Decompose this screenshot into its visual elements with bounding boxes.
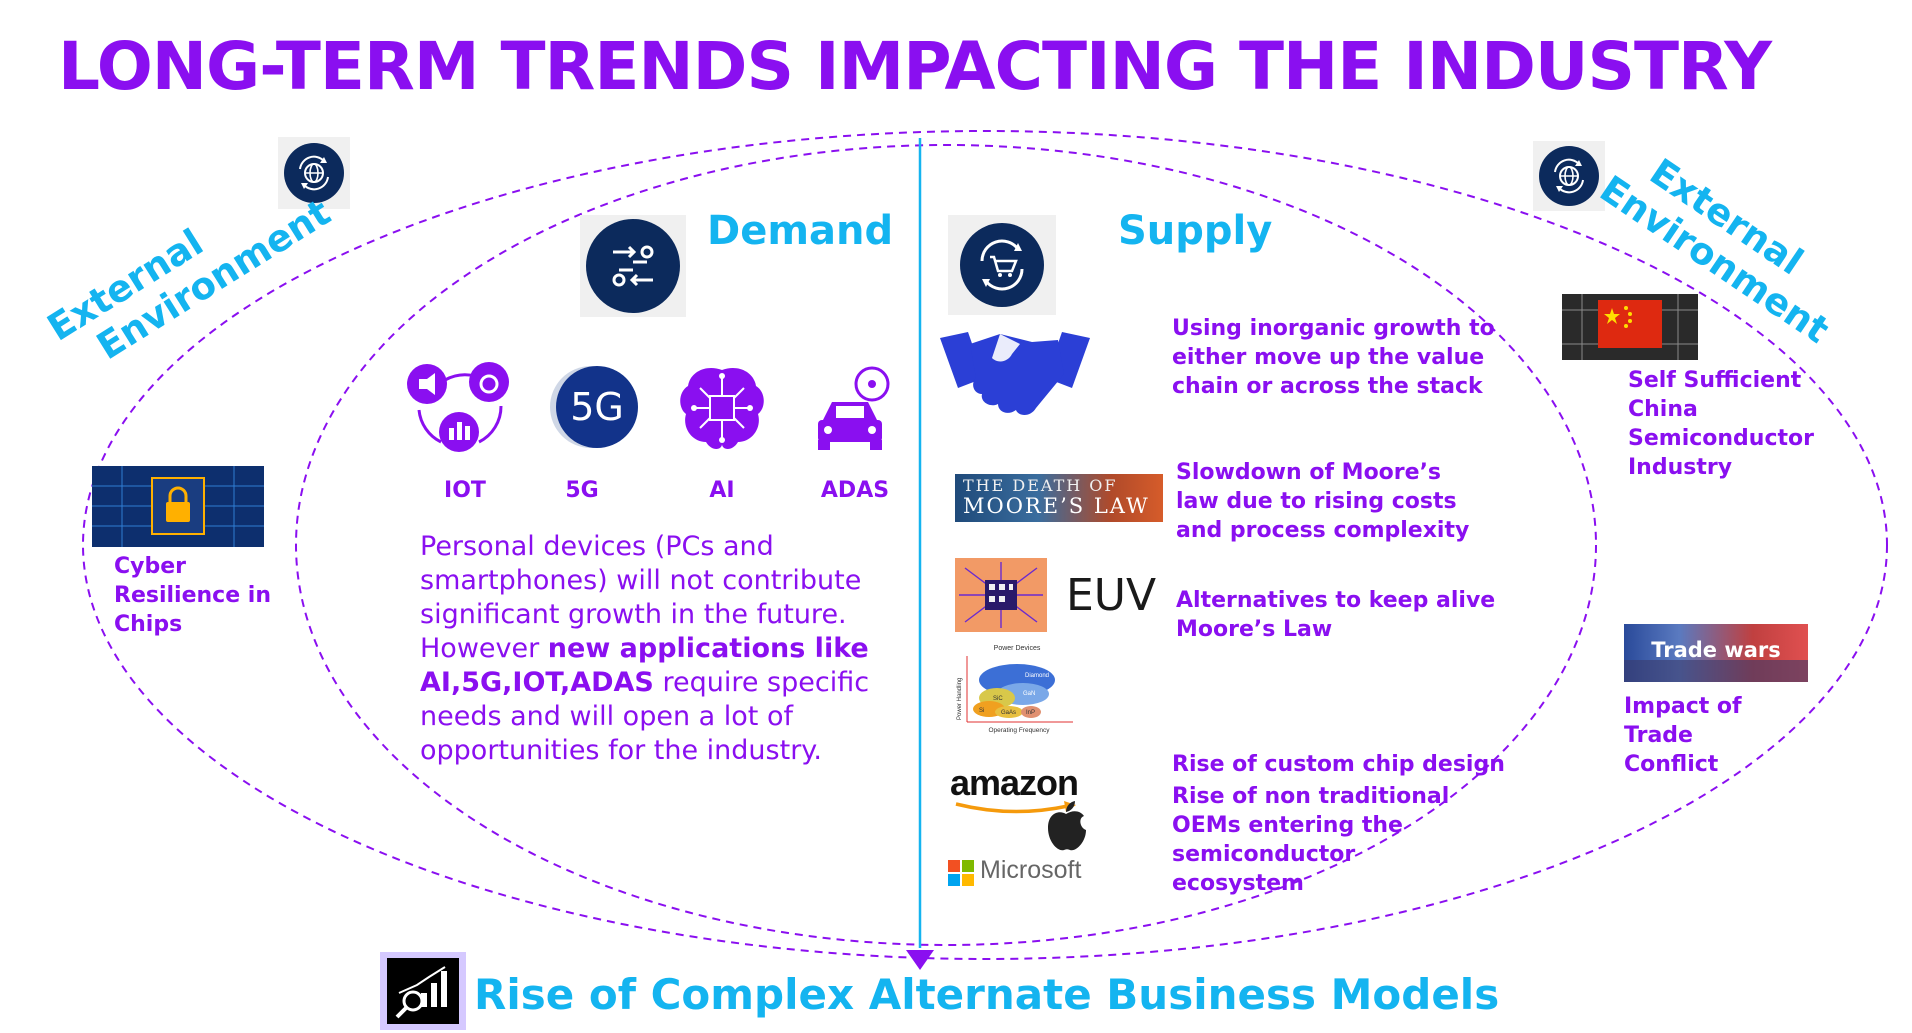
down-arrow: [906, 950, 934, 970]
microsoft-logo-icon: [948, 860, 974, 886]
analytics-badge: [380, 952, 466, 1030]
supply-item-custom-chip: Rise of custom chip design: [1172, 752, 1505, 777]
demand-paragraph-part2: require specific needs and will open a l…: [420, 667, 870, 766]
amazon-logo: amazon: [950, 762, 1079, 803]
tech-label-ai: AI: [709, 478, 735, 503]
death-of-moores-law-banner: THE DEATH OF MOORE’S LAW: [955, 474, 1163, 522]
materials-label-gan: GaN: [1023, 691, 1035, 697]
supply-item-inorganic: Using inorganic growth to either move up…: [1172, 316, 1495, 399]
demand-paragraph-bold: new applications like AI,5G,IOT,ADAS: [420, 633, 869, 698]
supply-item-moores-slowdown: Slowdown of Moore’s law due to rising co…: [1176, 460, 1470, 543]
tech-label-iot: IOT: [444, 478, 486, 503]
supply-item-non-traditional-oems: Rise of non traditional OEMs entering th…: [1172, 784, 1450, 896]
materials-label-sic: SiC: [993, 696, 1003, 702]
demand-heading: Demand: [707, 208, 894, 254]
demand-paragraph-part1: Personal devices (PCs and smartphones) w…: [420, 531, 862, 664]
supply-item-alternatives: Alternatives to keep alive Moore’s Law: [1176, 588, 1496, 642]
bottom-conclusion: Rise of Complex Alternate Business Model…: [474, 970, 1500, 1019]
trade-wars-image: Trade wars: [1624, 624, 1808, 682]
materials-label-inp: InP: [1026, 710, 1035, 716]
trade-conflict-label: Impact of Trade Conflict: [1624, 694, 1742, 777]
cart-cycle-icon: [960, 223, 1044, 307]
cyber-chip-image: [92, 466, 264, 547]
materials-chart-xlabel: Operating Frequency: [988, 727, 1050, 734]
globe-sync-icon: [1539, 146, 1599, 206]
globe-sync-badge-right: [1533, 141, 1605, 211]
materials-label-si: Si: [979, 708, 984, 714]
tech-label-adas: ADAS: [820, 478, 890, 503]
5g-icon-text: 5G: [570, 385, 624, 429]
euv-text: EUV: [1066, 570, 1157, 621]
outer-ellipse: [82, 130, 1888, 960]
supply-badge: [948, 215, 1056, 315]
materials-chart-title: Power Devices: [994, 645, 1041, 652]
euv-chip-image: [955, 558, 1047, 632]
demand-badge: [580, 215, 686, 317]
ai-brain-icon: [676, 362, 768, 454]
5g-icon: 5G: [548, 366, 642, 452]
apple-logo-icon: [1044, 800, 1088, 854]
tech-label-5g: 5G: [565, 478, 599, 503]
iot-icon: [405, 362, 511, 454]
inner-ellipse: [295, 144, 1597, 946]
trade-wars-banner-text: Trade wars: [1651, 638, 1781, 662]
globe-sync-badge-left: [278, 137, 350, 209]
handshake-icon: [940, 318, 1090, 426]
banner-line1: THE DEATH OF: [963, 476, 1118, 495]
power-devices-chart: Power Devices Power Handling Operating F…: [955, 642, 1077, 736]
materials-label-gaas: GaAs: [1001, 710, 1016, 716]
materials-label-diamond: Diamond: [1025, 673, 1049, 679]
materials-chart-ylabel: Power Handling: [957, 678, 963, 720]
demand-paragraph: Personal devices (PCs and smartphones) w…: [420, 530, 890, 768]
self-sufficient-china-label: Self Sufficient China Semiconductor Indu…: [1628, 368, 1814, 480]
china-chip-image: [1562, 294, 1698, 360]
cyber-resilience-label: Cyber Resilience in Chips: [114, 554, 271, 637]
banner-line2: MOORE’S LAW: [963, 494, 1150, 518]
globe-sync-icon: [284, 143, 344, 203]
supply-heading: Supply: [1118, 208, 1273, 254]
page-title: LONG-TERM TRENDS IMPACTING THE INDUSTRY: [58, 28, 1772, 105]
flow-arrows-icon: [586, 219, 680, 313]
chart-magnifier-icon: [387, 958, 459, 1024]
adas-car-icon: [812, 360, 894, 456]
microsoft-logo-text: Microsoft: [980, 856, 1082, 884]
